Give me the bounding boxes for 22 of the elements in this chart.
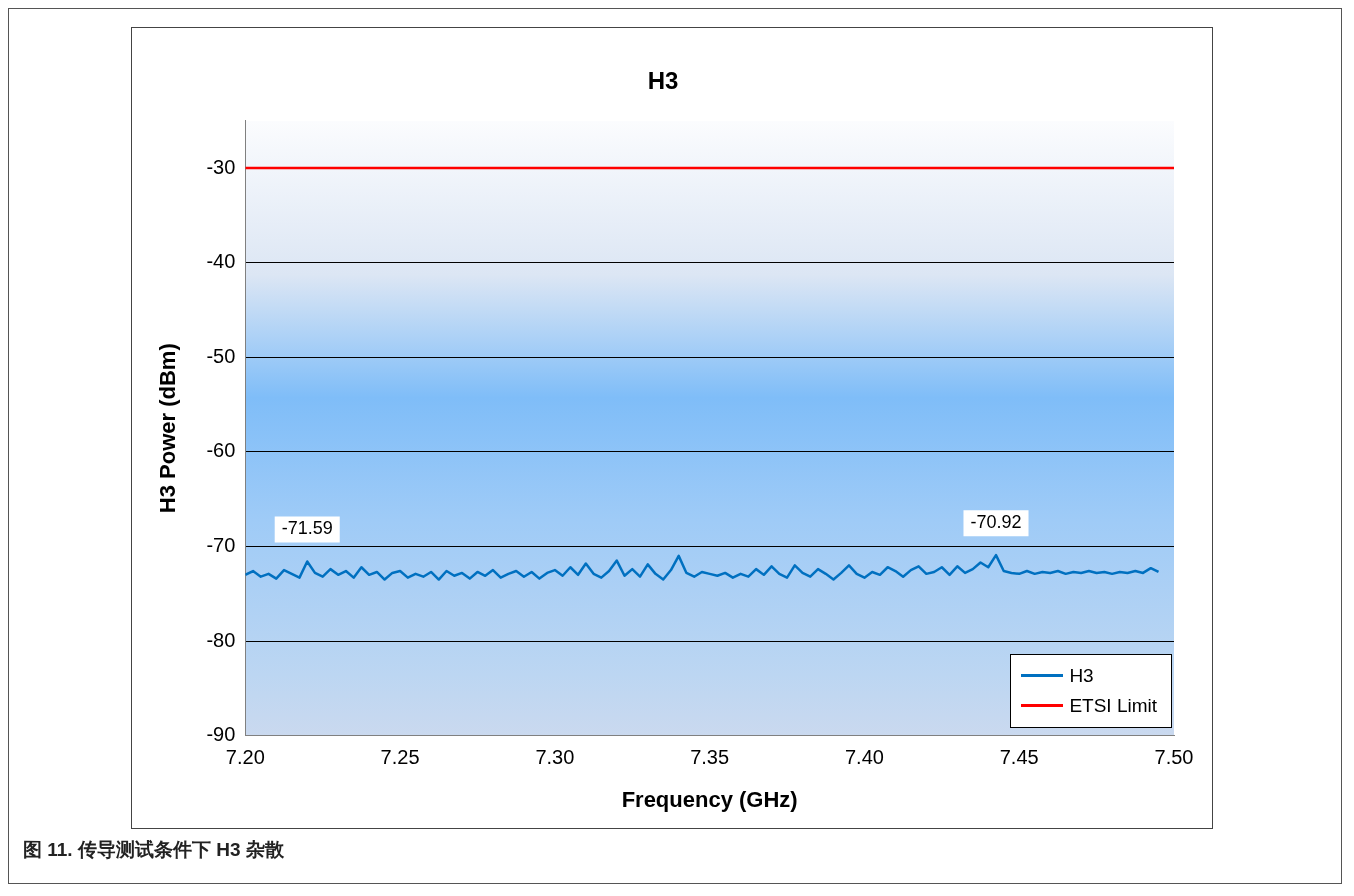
- caption: 图 11. 传导测试条件下 H3 杂散: [23, 838, 284, 862]
- x-tick-label: 7.35: [690, 746, 730, 769]
- y-tick-label: -50: [206, 344, 236, 367]
- legend-label: H3: [1069, 663, 1094, 688]
- legend-label: ETSI Limit: [1069, 693, 1157, 718]
- x-tick-label: 7.45: [999, 746, 1039, 769]
- x-tick-label: 7.30: [535, 746, 575, 769]
- annotation: -71.59: [281, 518, 333, 539]
- x-tick-label: 7.25: [380, 746, 420, 769]
- y-tick-label: -60: [206, 439, 236, 462]
- x-tick-label: 7.40: [844, 746, 884, 769]
- x-tick-label: 7.50: [1154, 746, 1194, 769]
- x-tick-label: 7.20: [225, 746, 265, 769]
- y-tick-label: -30: [206, 155, 236, 178]
- chart-title: H3: [647, 67, 679, 95]
- y-tick-label: -90: [206, 723, 236, 746]
- y-axis-title: H3 Power (dBm): [155, 343, 181, 514]
- y-tick-label: -70: [206, 533, 236, 556]
- y-tick-label: -80: [206, 628, 236, 651]
- annotation: -70.92: [970, 512, 1022, 533]
- x-axis-title: Frequency (GHz): [621, 786, 798, 812]
- y-tick-label: -40: [206, 250, 236, 273]
